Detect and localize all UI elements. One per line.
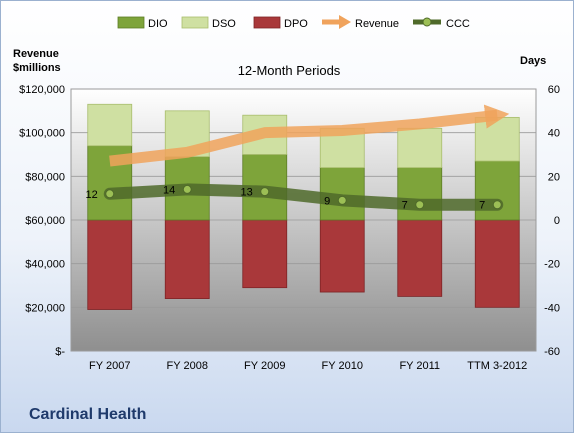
left-tick-label: $120,000: [19, 84, 65, 96]
ccc-data-label: 7: [479, 200, 485, 212]
legend: DIO DSO DPO Revenue CCC: [117, 15, 470, 30]
ccc-data-label: 13: [241, 187, 253, 199]
bar-dpo: [319, 219, 365, 293]
right-tick-label: 60: [548, 84, 560, 96]
ccc-point: [105, 189, 115, 199]
left-tick-label: $40,000: [25, 259, 65, 271]
right-tick-label: 40: [548, 128, 560, 140]
ccc-point: [337, 195, 347, 205]
ccc-point: [260, 187, 270, 197]
ccc-data-label: 14: [163, 184, 175, 196]
ccc-labels: 12 14 13 9 7 7: [86, 184, 486, 211]
category-label: FY 2008: [167, 360, 208, 372]
right-tick-label: -60: [544, 346, 560, 358]
ccc-point: [492, 200, 502, 210]
bar-dso: [474, 116, 520, 162]
series-lines: [103, 104, 510, 211]
chart-title: 12-Month Periods: [238, 63, 341, 78]
legend-label-revenue: Revenue: [355, 18, 399, 30]
bar-dpo: [87, 219, 133, 310]
company-name: Cardinal Health: [29, 406, 147, 423]
category-label: TTM 3-2012: [467, 360, 527, 372]
right-axis-ticks: -60 -40 -20 0 20 40 60: [544, 84, 560, 358]
left-tick-label: $60,000: [25, 215, 65, 227]
legend-label-dpo: DPO: [284, 18, 308, 30]
right-axis-label: Days: [520, 55, 546, 67]
category-label: FY 2011: [399, 360, 440, 372]
right-tick-label: 0: [554, 215, 560, 227]
legend-swatch-dpo: [253, 16, 281, 29]
left-axis-label-line1: Revenue: [13, 48, 59, 60]
ccc-line: [103, 183, 504, 211]
ccc-point: [415, 200, 425, 210]
right-tick-label: -20: [544, 259, 560, 271]
legend-swatch-dso: [181, 16, 209, 29]
ccc-data-label: 7: [402, 200, 408, 212]
left-axis-label-line2: $millions: [13, 62, 61, 74]
ccc-data-label: 9: [324, 195, 330, 207]
left-tick-label: $20,000: [25, 302, 65, 314]
ccc-point: [182, 184, 192, 194]
legend-swatch-dio: [117, 16, 145, 29]
left-axis-ticks: $- $20,000 $40,000 $60,000 $80,000 $100,000 $1…: [19, 84, 65, 358]
legend-label-dso: DSO: [212, 18, 236, 30]
bar-dso: [87, 103, 133, 147]
category-label: FY 2007: [89, 360, 130, 372]
left-tick-label: $80,000: [25, 171, 65, 183]
legend-label-ccc: CCC: [446, 18, 470, 30]
bar-dpo: [397, 219, 443, 297]
legend-marker-ccc: [422, 17, 432, 27]
category-labels: FY 2007 FY 2008 FY 2009 FY 2010 FY 2011 TTM 3…: [89, 360, 527, 372]
bar-dpo: [164, 219, 210, 299]
bars: [87, 103, 520, 310]
ccc-data-label: 12: [86, 189, 98, 201]
legend-label-dio: DIO: [148, 18, 168, 30]
bar-dpo: [474, 219, 520, 308]
bar-dpo: [242, 219, 288, 289]
bar-dso: [397, 127, 443, 169]
right-tick-label: -40: [544, 302, 560, 314]
left-tick-label: $-: [55, 346, 65, 358]
revenue-line: [109, 104, 510, 167]
right-tick-label: 20: [548, 171, 560, 183]
category-label: FY 2009: [244, 360, 285, 372]
legend-arrow-icon: [339, 15, 351, 29]
left-tick-label: $100,000: [19, 128, 65, 140]
category-label: FY 2010: [322, 360, 363, 372]
bar-dio: [397, 167, 443, 221]
